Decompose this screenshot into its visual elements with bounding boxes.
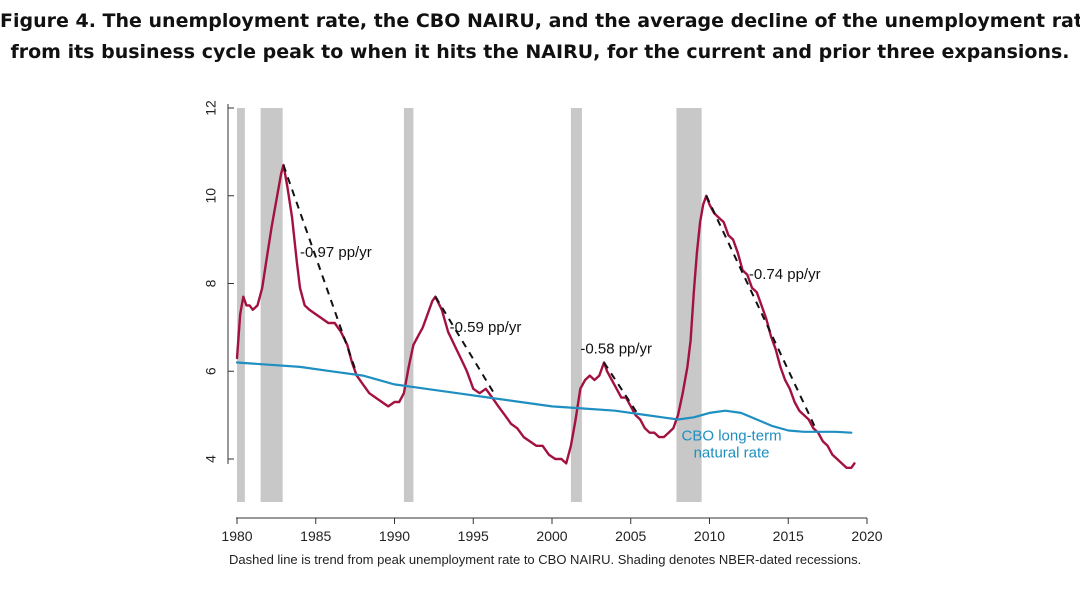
trend-label: -0.74 pp/yr — [749, 266, 821, 283]
x-tick-label: 2020 — [851, 528, 882, 544]
figure-title: Figure 4. The unemployment rate, the CBO… — [0, 6, 1080, 68]
recession-bar — [403, 108, 414, 502]
y-tick-label: 6 — [203, 367, 219, 375]
y-tick-label: 12 — [203, 100, 219, 116]
chart-note: Dashed line is trend from peak unemploym… — [229, 552, 862, 567]
x-tick-label: 2005 — [615, 528, 646, 544]
x-tick-label: 2010 — [694, 528, 725, 544]
y-tick-label: 4 — [203, 455, 219, 463]
recession-bar — [260, 108, 283, 502]
x-tick-label: 2000 — [536, 528, 567, 544]
nairu-annotation-line1: CBO long-term — [682, 428, 782, 445]
trend-line — [282, 164, 358, 374]
x-tick-label: 2015 — [773, 528, 804, 544]
nairu-annotation-line2: natural rate — [694, 445, 770, 462]
trend-label: -0.58 pp/yr — [580, 341, 652, 358]
trend-line — [603, 361, 638, 414]
trend-line — [434, 296, 497, 396]
recession-bar — [570, 108, 582, 502]
unemployment-rate-line — [235, 163, 856, 469]
y-tick-label: 10 — [203, 188, 219, 204]
x-tick-label: 1990 — [379, 528, 410, 544]
cbo-nairu-line — [235, 361, 853, 434]
recession-bar — [676, 108, 702, 502]
figure-title-line2: from its business cycle peak to when it … — [10, 41, 1070, 63]
x-tick-label: 1980 — [221, 528, 252, 544]
trend-label: -0.59 pp/yr — [450, 319, 522, 336]
y-tick-label: 8 — [203, 279, 219, 287]
trend-label: -0.97 pp/yr — [300, 244, 372, 261]
x-tick-label: 1985 — [300, 528, 331, 544]
x-tick-label: 1995 — [458, 528, 489, 544]
trend-line — [705, 195, 818, 431]
figure-title-line1: Figure 4. The unemployment rate, the CBO… — [0, 10, 1080, 32]
